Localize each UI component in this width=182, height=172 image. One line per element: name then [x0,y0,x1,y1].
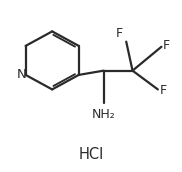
Text: F: F [116,27,123,40]
Text: N: N [17,68,26,81]
Text: F: F [163,39,170,52]
Text: NH₂: NH₂ [92,108,116,121]
Text: HCl: HCl [78,147,104,162]
Text: F: F [160,84,167,97]
